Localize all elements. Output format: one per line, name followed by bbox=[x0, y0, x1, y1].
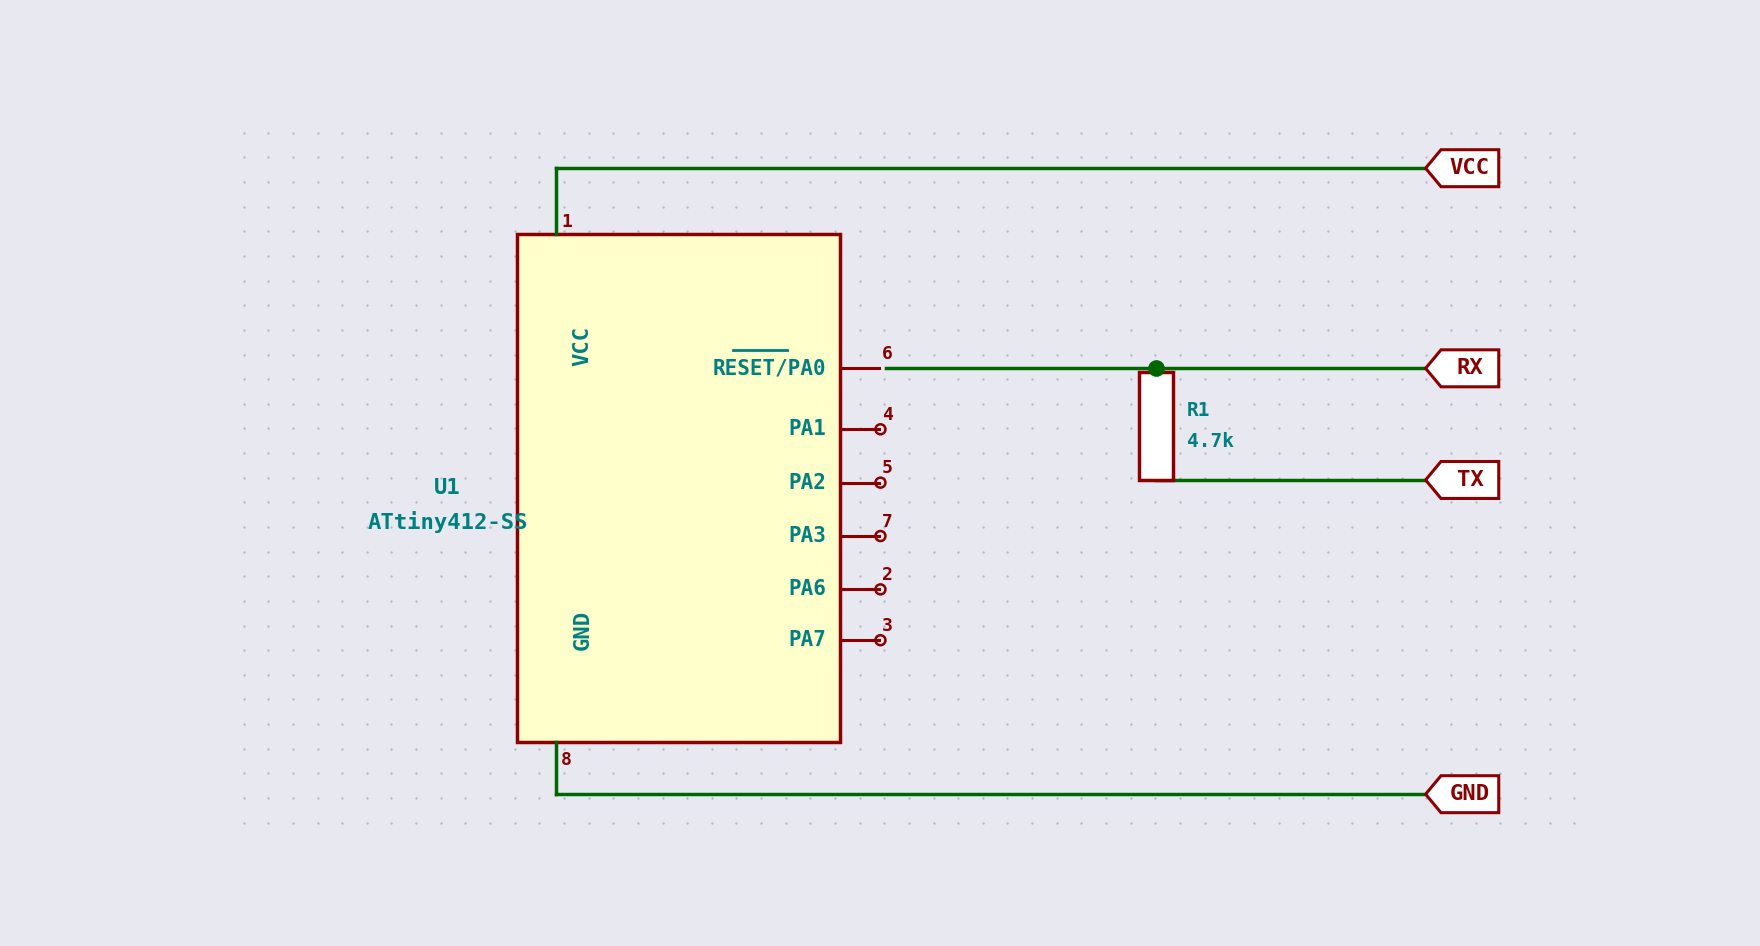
Polygon shape bbox=[1426, 776, 1500, 813]
Text: TX: TX bbox=[1457, 470, 1484, 490]
Text: ATtiny412-SS: ATtiny412-SS bbox=[368, 512, 528, 534]
Text: GND: GND bbox=[572, 610, 593, 650]
Polygon shape bbox=[1426, 462, 1500, 499]
Text: 4: 4 bbox=[882, 406, 892, 424]
Text: 5: 5 bbox=[882, 459, 892, 478]
Text: VCC: VCC bbox=[1450, 158, 1491, 178]
Text: PA1: PA1 bbox=[788, 419, 827, 439]
Text: PA3: PA3 bbox=[788, 526, 827, 546]
Text: PA7: PA7 bbox=[788, 630, 827, 650]
Text: GND: GND bbox=[1450, 784, 1491, 804]
Polygon shape bbox=[1426, 350, 1500, 387]
Text: U1: U1 bbox=[435, 478, 461, 498]
Text: RX: RX bbox=[1457, 359, 1484, 378]
Bar bbox=[517, 234, 841, 742]
Text: 3: 3 bbox=[882, 617, 892, 635]
Text: RESET/PA0: RESET/PA0 bbox=[713, 359, 827, 378]
Text: 4.7k: 4.7k bbox=[1186, 432, 1234, 451]
Text: PA2: PA2 bbox=[788, 473, 827, 493]
Text: 7: 7 bbox=[882, 513, 892, 531]
Bar bbox=[1139, 372, 1172, 480]
Text: 2: 2 bbox=[882, 566, 892, 584]
Text: 8: 8 bbox=[561, 751, 572, 769]
Text: R1: R1 bbox=[1186, 401, 1211, 420]
Text: 6: 6 bbox=[882, 345, 892, 363]
Text: VCC: VCC bbox=[572, 325, 593, 365]
Polygon shape bbox=[1426, 149, 1500, 186]
Text: PA6: PA6 bbox=[788, 579, 827, 600]
Text: 1: 1 bbox=[561, 213, 572, 231]
